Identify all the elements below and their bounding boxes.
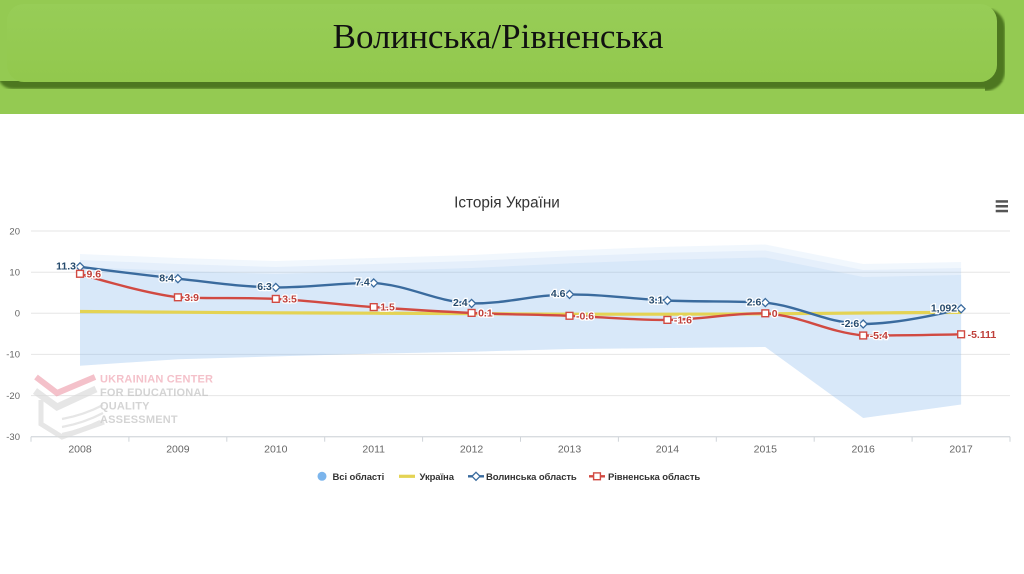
- svg-text:2009: 2009: [166, 444, 190, 456]
- svg-text:-30: -30: [6, 432, 20, 443]
- svg-text:2.6: 2.6: [747, 296, 762, 308]
- svg-text:2010: 2010: [264, 444, 288, 456]
- svg-text:8.4: 8.4: [159, 273, 174, 285]
- svg-text:6.3: 6.3: [257, 281, 272, 293]
- svg-text:FOR EDUCATIONAL: FOR EDUCATIONAL: [100, 387, 209, 399]
- svg-text:-5.111: -5.111: [968, 329, 997, 341]
- svg-text:20: 20: [9, 226, 20, 237]
- svg-text:0: 0: [15, 309, 20, 320]
- svg-text:2017: 2017: [949, 444, 973, 456]
- svg-text:1,092: 1,092: [931, 303, 957, 315]
- svg-text:Рівненська область: Рівненська область: [608, 472, 700, 483]
- svg-text:3.9: 3.9: [184, 292, 199, 304]
- svg-text:0: 0: [772, 308, 778, 320]
- svg-text:2011: 2011: [362, 444, 385, 456]
- svg-text:2013: 2013: [558, 444, 582, 456]
- svg-text:3.5: 3.5: [282, 294, 297, 306]
- svg-text:10: 10: [9, 268, 20, 279]
- svg-text:7.4: 7.4: [355, 277, 370, 289]
- svg-text:-2.6: -2.6: [841, 318, 859, 330]
- svg-text:-5.4: -5.4: [870, 330, 888, 342]
- svg-text:Всі області: Всі області: [333, 472, 385, 483]
- svg-text:2015: 2015: [754, 444, 778, 456]
- svg-text:9.6: 9.6: [87, 268, 102, 280]
- svg-text:2008: 2008: [68, 444, 92, 456]
- svg-text:11.3: 11.3: [56, 261, 76, 273]
- svg-text:2016: 2016: [852, 444, 876, 456]
- svg-text:2014: 2014: [656, 444, 680, 456]
- svg-text:4.6: 4.6: [551, 288, 566, 300]
- svg-text:2.4: 2.4: [453, 297, 468, 309]
- svg-text:-1.6: -1.6: [674, 315, 692, 327]
- svg-text:Волинська область: Волинська область: [486, 472, 577, 483]
- svg-text:3.1: 3.1: [649, 294, 664, 306]
- svg-text:-0.6: -0.6: [576, 310, 594, 322]
- svg-text:UKRAINIAN CENTER: UKRAINIAN CENTER: [100, 374, 213, 386]
- svg-text:Історія України: Історія України: [454, 195, 560, 212]
- svg-text:QUALITY: QUALITY: [100, 401, 150, 413]
- svg-text:1.5: 1.5: [380, 302, 395, 314]
- svg-text:Україна: Україна: [420, 472, 455, 483]
- svg-text:-10: -10: [6, 350, 20, 361]
- svg-text:-20: -20: [6, 391, 20, 402]
- svg-text:0.1: 0.1: [478, 308, 493, 320]
- svg-text:2012: 2012: [460, 444, 484, 456]
- svg-text:ASSESSMENT: ASSESSMENT: [100, 414, 178, 426]
